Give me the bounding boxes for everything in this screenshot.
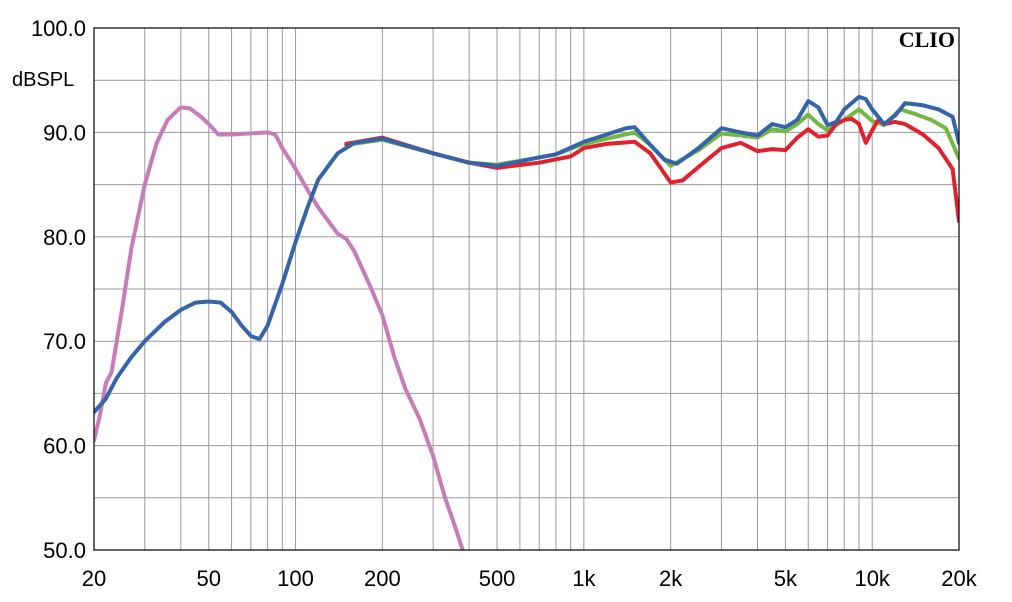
y-tick-label: 80.0 (43, 225, 86, 250)
series-line-1 (94, 105, 465, 550)
y-tick-labels: 50.0 60.0 70.0 80.0 90.0 100.0 (31, 16, 86, 563)
grid (94, 28, 959, 550)
x-tick-label: 100 (277, 566, 314, 591)
x-tick-label: 5k (774, 566, 798, 591)
y-tick-label: 90.0 (43, 120, 86, 145)
clio-watermark: CLIO (899, 27, 955, 52)
y-axis-label: dBSPL (12, 69, 74, 91)
x-tick-label: 1k (572, 566, 596, 591)
series-line-3 (344, 116, 959, 224)
x-tick-labels: 20 50 100 200 500 1k 2k 5k 10k 20k (82, 566, 978, 591)
x-tick-label: 2k (659, 566, 683, 591)
plot-frame (93, 27, 960, 551)
x-tick-label: 20 (82, 566, 106, 591)
series-line-4 (94, 94, 959, 415)
series-layer (94, 94, 959, 550)
x-tick-label: 200 (364, 566, 401, 591)
x-tick-label: 10k (854, 566, 890, 591)
x-tick-label: 50 (196, 566, 220, 591)
y-tick-label: 50.0 (43, 538, 86, 563)
y-tick-label: 100.0 (31, 16, 86, 41)
x-tick-label: 20k (941, 566, 977, 591)
y-tick-label: 60.0 (43, 434, 86, 459)
x-tick-label: 500 (479, 566, 516, 591)
y-tick-label: 70.0 (43, 329, 86, 354)
